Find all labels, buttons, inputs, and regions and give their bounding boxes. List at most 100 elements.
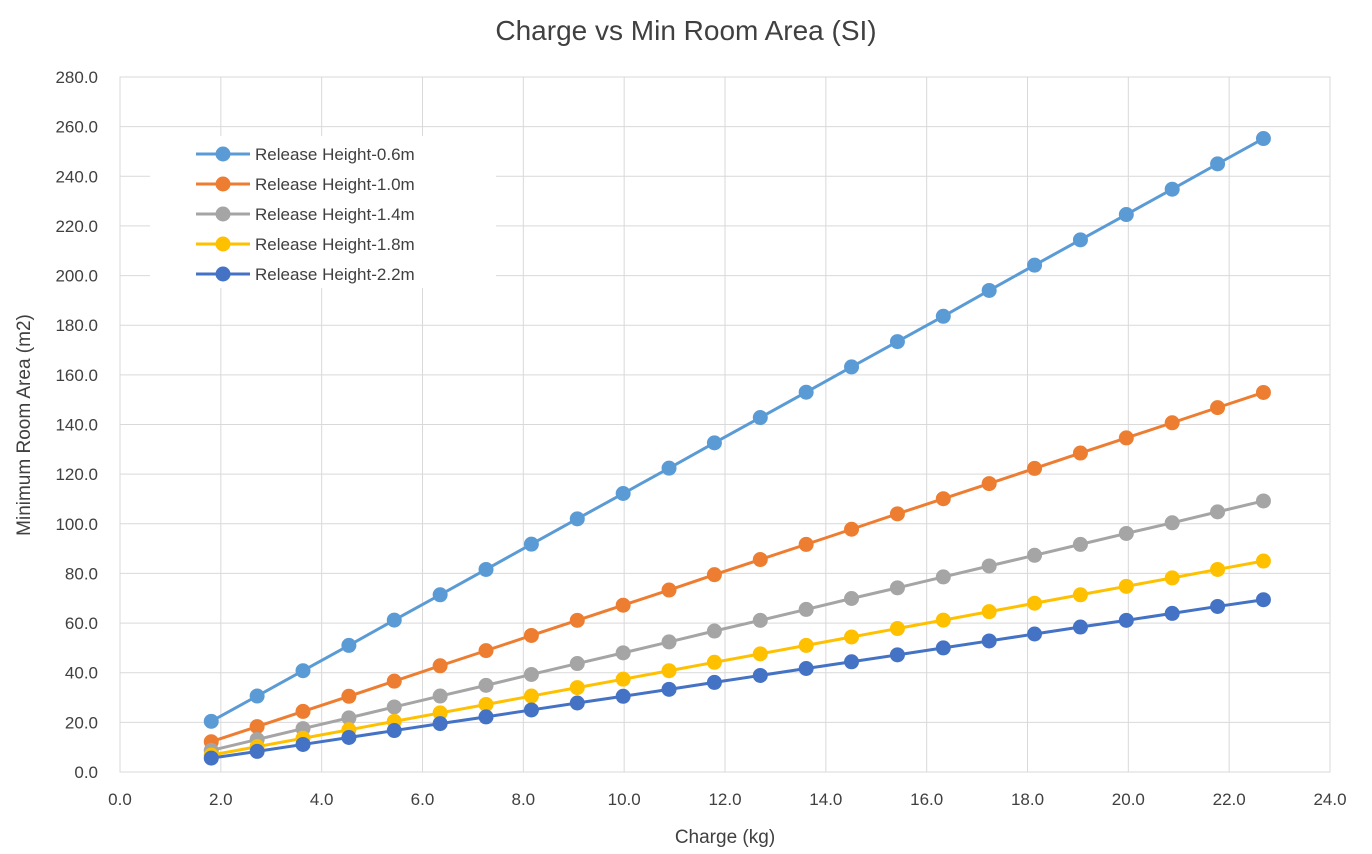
y-tick-label: 160.0 bbox=[55, 366, 98, 385]
y-axis-ticks: 0.0 20.0 40.0 60.0 80.0 100.0 120.0 140.0 160.0 1… bbox=[55, 68, 98, 782]
data-point bbox=[1072, 587, 1088, 603]
data-point bbox=[752, 667, 768, 683]
data-point bbox=[203, 713, 219, 729]
data-point bbox=[1210, 400, 1226, 416]
series-layer bbox=[203, 131, 1271, 766]
data-point bbox=[844, 629, 860, 645]
data-point bbox=[752, 552, 768, 568]
x-tick-label: 12.0 bbox=[708, 790, 741, 809]
data-point bbox=[661, 681, 677, 697]
legend-marker bbox=[215, 146, 231, 162]
chart-title: Charge vs Min Room Area (SI) bbox=[495, 15, 876, 46]
data-point bbox=[386, 673, 402, 689]
data-point bbox=[981, 476, 997, 492]
data-point bbox=[661, 582, 677, 598]
x-tick-label: 14.0 bbox=[809, 790, 842, 809]
data-point bbox=[981, 604, 997, 620]
data-point bbox=[706, 623, 722, 639]
legend-label: Release Height-1.0m bbox=[255, 175, 415, 194]
y-tick-label: 180.0 bbox=[55, 316, 98, 335]
y-axis-label: Minimum Room Area (m2) bbox=[14, 314, 35, 536]
x-tick-label: 18.0 bbox=[1011, 790, 1044, 809]
data-point bbox=[523, 536, 539, 552]
data-point bbox=[661, 663, 677, 679]
data-point bbox=[1210, 504, 1226, 520]
data-point bbox=[935, 640, 951, 656]
data-point bbox=[1027, 547, 1043, 563]
data-point bbox=[1118, 207, 1134, 223]
data-point bbox=[1210, 561, 1226, 577]
data-point bbox=[615, 645, 631, 661]
data-point bbox=[1118, 525, 1134, 541]
data-point bbox=[432, 688, 448, 704]
data-point bbox=[249, 719, 265, 735]
data-point bbox=[1255, 493, 1271, 509]
data-point bbox=[1164, 570, 1180, 586]
series-5 bbox=[203, 592, 1271, 766]
data-point bbox=[1072, 536, 1088, 552]
data-point bbox=[798, 536, 814, 552]
data-point bbox=[889, 621, 905, 637]
x-tick-label: 16.0 bbox=[910, 790, 943, 809]
data-point bbox=[1255, 592, 1271, 608]
data-point bbox=[523, 702, 539, 718]
y-tick-label: 80.0 bbox=[65, 564, 98, 583]
data-point bbox=[1072, 232, 1088, 248]
data-point bbox=[523, 627, 539, 643]
series-line bbox=[210, 137, 1265, 723]
y-tick-label: 240.0 bbox=[55, 167, 98, 186]
data-point bbox=[569, 695, 585, 711]
data-point bbox=[935, 491, 951, 507]
y-tick-label: 120.0 bbox=[55, 465, 98, 484]
data-point bbox=[478, 709, 494, 725]
data-point bbox=[295, 736, 311, 752]
data-point bbox=[1164, 181, 1180, 197]
data-point bbox=[889, 506, 905, 522]
data-point bbox=[249, 688, 265, 704]
y-tick-label: 60.0 bbox=[65, 614, 98, 633]
y-tick-label: 220.0 bbox=[55, 217, 98, 236]
legend-item: Release Height-1.4m bbox=[196, 205, 415, 224]
data-point bbox=[478, 643, 494, 659]
data-point bbox=[935, 308, 951, 324]
x-axis-label: Charge (kg) bbox=[675, 827, 775, 848]
legend-marker bbox=[215, 176, 231, 192]
data-point bbox=[1027, 595, 1043, 611]
x-tick-label: 8.0 bbox=[512, 790, 536, 809]
data-point bbox=[523, 666, 539, 682]
legend-marker bbox=[215, 206, 231, 222]
data-point bbox=[386, 612, 402, 628]
x-tick-label: 4.0 bbox=[310, 790, 334, 809]
data-point bbox=[889, 334, 905, 350]
data-point bbox=[935, 612, 951, 628]
y-tick-label: 260.0 bbox=[55, 118, 98, 137]
data-point bbox=[706, 654, 722, 670]
data-point bbox=[889, 580, 905, 596]
data-point bbox=[752, 410, 768, 426]
data-point bbox=[386, 699, 402, 715]
data-point bbox=[432, 587, 448, 603]
legend-item: Release Height-1.8m bbox=[196, 235, 415, 254]
data-point bbox=[1118, 578, 1134, 594]
data-point bbox=[1210, 156, 1226, 172]
data-point bbox=[386, 723, 402, 739]
data-point bbox=[1255, 384, 1271, 400]
data-point bbox=[203, 750, 219, 766]
legend-marker bbox=[215, 266, 231, 282]
x-tick-label: 20.0 bbox=[1112, 790, 1145, 809]
data-point bbox=[844, 521, 860, 537]
data-point bbox=[1210, 598, 1226, 614]
data-point bbox=[706, 567, 722, 583]
data-point bbox=[478, 561, 494, 577]
legend-item: Release Height-0.6m bbox=[196, 145, 415, 164]
data-point bbox=[432, 705, 448, 721]
y-tick-label: 0.0 bbox=[74, 763, 98, 782]
x-tick-label: 0.0 bbox=[108, 790, 132, 809]
data-point bbox=[1255, 131, 1271, 147]
data-point bbox=[341, 688, 357, 704]
data-point bbox=[341, 729, 357, 745]
data-point bbox=[569, 680, 585, 696]
legend-marker bbox=[215, 236, 231, 252]
legend-label: Release Height-0.6m bbox=[255, 145, 415, 164]
data-point bbox=[935, 569, 951, 585]
